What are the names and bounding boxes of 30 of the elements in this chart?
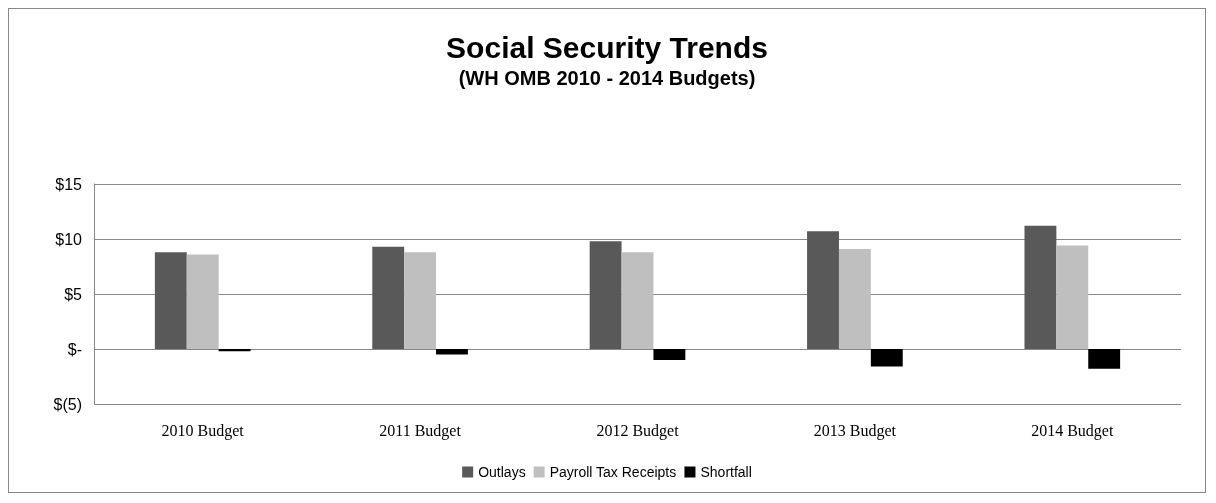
y-tick-label: $(5) [53, 395, 82, 413]
bar [154, 252, 187, 349]
bar [372, 246, 405, 349]
legend-label: Payroll Tax Receipts [549, 464, 677, 480]
bar [186, 254, 219, 349]
legend-label: Shortfall [700, 464, 752, 480]
x-tick-label: 2010 Budget [161, 421, 245, 440]
bar [1024, 225, 1057, 349]
y-tick-label: $5 [64, 285, 83, 303]
bar [653, 349, 686, 360]
bar [589, 241, 622, 349]
chart-title: Social Security Trends [446, 30, 768, 64]
bar [218, 349, 251, 352]
bar [1056, 245, 1089, 349]
legend-label: Outlays [478, 464, 526, 480]
bar [870, 349, 903, 367]
bar [807, 231, 839, 349]
bar [838, 248, 871, 349]
chart-subtitle: (WH OMB 2010 - 2014 Budgets) [458, 67, 756, 89]
bar [404, 252, 437, 349]
y-tick-label: $10 [55, 230, 83, 248]
bar [621, 252, 654, 349]
x-tick-label: 2013 Budget [813, 421, 897, 440]
x-tick-label: 2014 Budget [1031, 421, 1114, 440]
bar [436, 349, 468, 355]
y-tick-label: $- [67, 340, 82, 358]
x-tick-label: 2011 Budget [379, 421, 462, 440]
bar [1088, 349, 1121, 369]
y-tick-label: $15 [55, 175, 83, 193]
x-tick-label: 2012 Budget [596, 421, 680, 440]
